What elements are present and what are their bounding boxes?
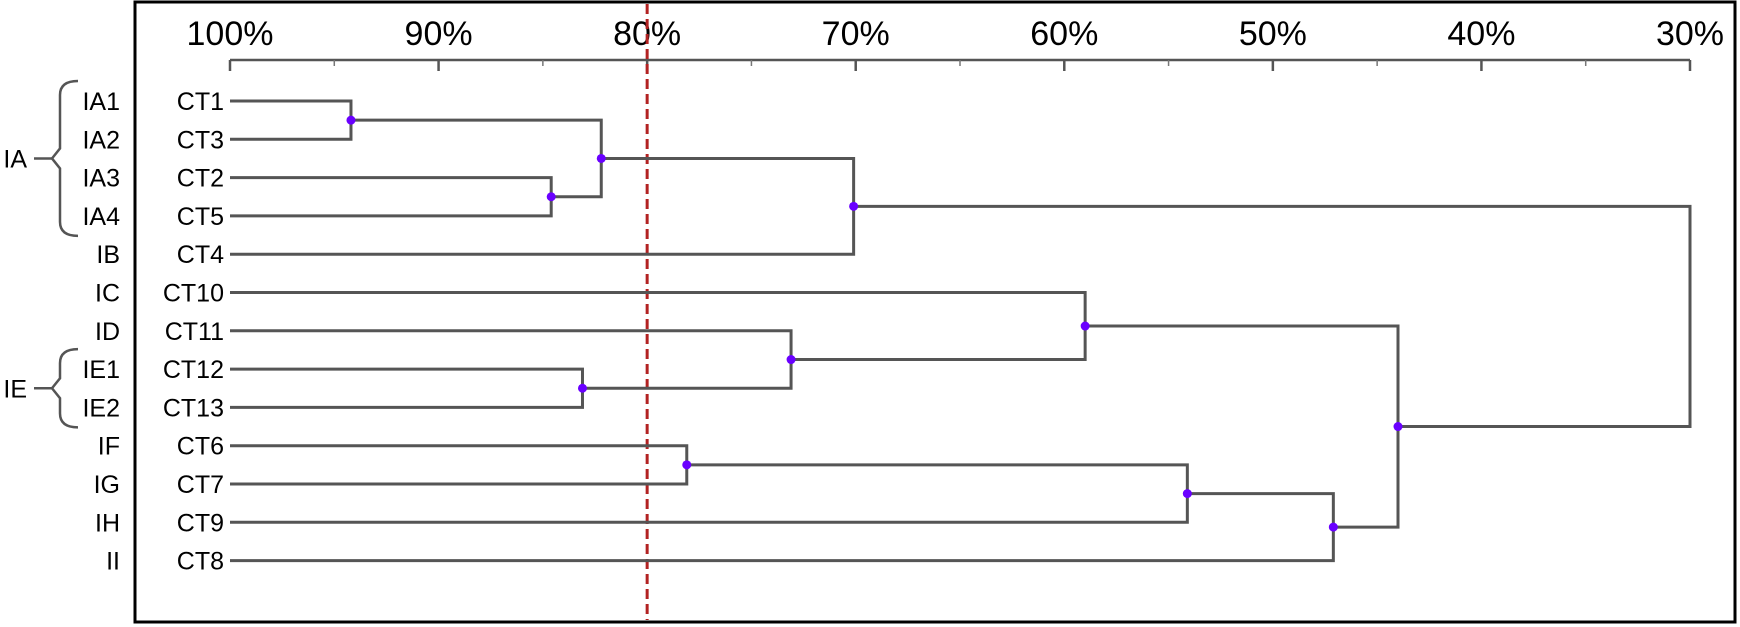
group-label: IC — [95, 280, 120, 308]
group-label: IA3 — [82, 165, 120, 193]
dendrogram-link — [350, 118, 603, 199]
dendrogram-link — [853, 204, 1692, 429]
dendrogram-link — [230, 99, 353, 141]
group-label: IA4 — [82, 203, 120, 231]
dendrogram-link — [230, 156, 856, 256]
merge-node — [1080, 321, 1090, 331]
axis-tick-label: 100% — [187, 15, 274, 53]
group-bracket — [50, 79, 79, 238]
leaf-label: CT1 — [177, 88, 224, 116]
leaf-label: CT5 — [177, 203, 224, 231]
group-labels: IA1 IA2 IA3 IA4 IB IC ID IE1 IE2 IF IG IH II — [82, 88, 120, 576]
dendrogram-link — [230, 444, 689, 486]
leaf-label: CT10 — [163, 280, 224, 308]
group-label: IE1 — [82, 356, 120, 384]
dendrogram-nodes — [346, 115, 1403, 532]
dendrogram-link — [230, 329, 793, 390]
group-label: IB — [96, 241, 120, 269]
merge-node — [1328, 522, 1338, 532]
group-label: ID — [95, 318, 120, 346]
group-bracket — [50, 347, 79, 429]
group-label: IF — [98, 433, 120, 461]
leaf-label: CT3 — [177, 126, 224, 154]
axis-tick-label: 30% — [1656, 15, 1724, 53]
merge-node — [1393, 422, 1403, 432]
group-label: IH — [95, 509, 120, 537]
dendrogram-link — [1085, 324, 1400, 529]
leaf-label: CT4 — [177, 241, 224, 269]
leaf-label: CT11 — [165, 318, 224, 346]
merge-node — [546, 192, 556, 202]
merge-node — [1182, 489, 1192, 499]
leaf-label: CT7 — [177, 471, 224, 499]
merge-node — [596, 153, 606, 163]
plot-frame — [133, 0, 1737, 624]
axis-tick-label: 90% — [405, 15, 473, 53]
group-label: IE2 — [82, 394, 120, 422]
merge-node — [682, 460, 692, 470]
axis-tick-label: 50% — [1239, 15, 1307, 53]
similarity-axis: 100% 90% 80% 70% 60% 50% 40% 30% — [187, 15, 1724, 71]
axis-tick-label: 40% — [1447, 15, 1515, 53]
axis-tick-label: 70% — [822, 15, 890, 53]
merge-node — [346, 115, 356, 125]
dendrogram-link — [230, 463, 1189, 524]
group-brackets: IA IE — [3, 79, 79, 429]
group-label: II — [106, 548, 120, 576]
leaf-label: CT2 — [177, 165, 224, 193]
group-label: IA1 — [82, 88, 120, 116]
dendrogram-link — [230, 492, 1335, 563]
leaf-label: CT12 — [163, 356, 224, 384]
group-bracket-label: IA — [3, 145, 27, 173]
leaf-label: CT9 — [177, 509, 224, 537]
leaf-label: CT13 — [163, 394, 224, 422]
group-label: IA2 — [82, 126, 120, 154]
merge-node — [786, 355, 796, 365]
dendrogram-links — [230, 99, 1692, 563]
axis-tick-label: 60% — [1030, 15, 1098, 53]
dendrogram-link — [230, 176, 553, 218]
merge-node — [577, 383, 587, 393]
leaf-label: CT8 — [177, 548, 224, 576]
merge-node — [849, 201, 859, 211]
leaf-labels: CT1 CT3 CT2 CT5 CT4 CT10 CT11 CT12 CT13 CT6 CT7 CT9… — [163, 88, 224, 576]
group-bracket-label: IE — [3, 375, 27, 403]
dendrogram-link — [230, 291, 1087, 362]
group-label: IG — [94, 471, 120, 499]
dendrogram-link — [230, 367, 584, 409]
leaf-label: CT6 — [177, 433, 224, 461]
